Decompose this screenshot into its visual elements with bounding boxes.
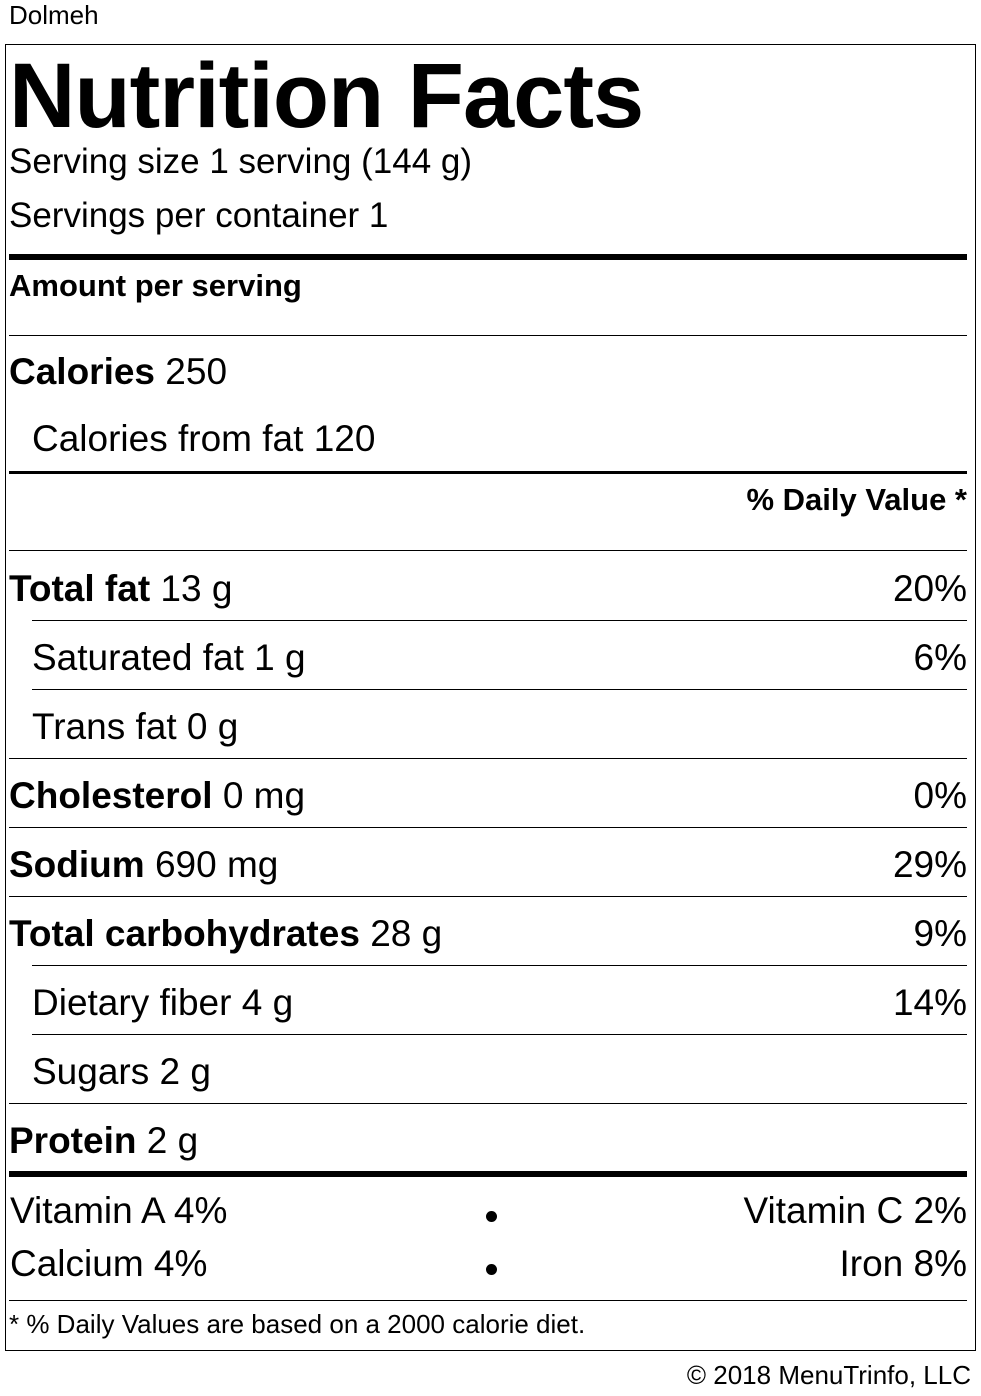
nutrient-amount: 0 g <box>186 706 239 747</box>
serving-size: Serving size 1 serving (144 g) <box>9 142 472 181</box>
iron: Iron 8% <box>839 1243 967 1284</box>
calories-row: Calories 250 <box>9 344 967 394</box>
nutrient-row-total-fat: Total fat 13 g 20% <box>9 561 967 611</box>
nutrient-pct: 29% <box>892 844 967 885</box>
footnote: * % Daily Values are based on a 2000 cal… <box>9 1309 586 1339</box>
calcium: Calcium 4% <box>10 1243 208 1284</box>
nutrient-amount: 690 mg <box>154 844 279 885</box>
divider <box>32 689 967 690</box>
dish-name: Dolmeh <box>9 0 99 30</box>
panel-title: Nutrition Facts <box>9 45 644 147</box>
nutrient-pct: 9% <box>913 913 967 954</box>
divider <box>9 896 967 897</box>
nutrient-pct: 20% <box>892 568 967 609</box>
servings-per-container: Servings per container 1 <box>9 196 389 235</box>
divider <box>9 1103 967 1104</box>
divider <box>9 335 967 336</box>
calories-from-fat: Calories from fat 120 <box>32 418 376 459</box>
calories-from-fat-row: Calories from fat 120 <box>9 411 967 461</box>
nutrient-label: Sugars <box>32 1051 150 1092</box>
bullet-icon <box>486 1211 497 1222</box>
copyright: © 2018 MenuTrinfo, LLC <box>686 1360 971 1390</box>
nutrient-pct: 6% <box>913 637 967 678</box>
nutrient-label: Cholesterol <box>9 775 213 816</box>
nutrient-amount: 1 g <box>254 637 306 678</box>
daily-value-header: % Daily Value * <box>746 482 967 517</box>
nutrient-label: Saturated fat <box>32 637 244 678</box>
nutrient-amount: 4 g <box>241 982 294 1023</box>
amount-per-serving: Amount per serving <box>9 268 302 303</box>
nutrient-label: Total carbohydrates <box>9 913 360 954</box>
divider <box>32 620 967 621</box>
thick-divider <box>9 1171 967 1177</box>
nutrient-row-cholesterol: Cholesterol 0 mg 0% <box>9 768 967 818</box>
nutrient-amount: 13 g <box>160 568 233 609</box>
nutrient-row-protein: Protein 2 g <box>9 1113 967 1163</box>
nutrient-pct: 14% <box>892 982 967 1023</box>
divider <box>32 965 967 966</box>
divider <box>32 1034 967 1035</box>
nutrient-row-trans-fat: Trans fat 0 g <box>9 699 967 749</box>
nutrient-amount: 2 g <box>146 1120 199 1161</box>
nutrient-pct: 0% <box>913 775 967 816</box>
nutrient-row-sodium: Sodium 690 mg 29% <box>9 837 967 887</box>
divider <box>9 550 967 551</box>
medium-divider <box>9 471 967 474</box>
vitamin-a: Vitamin A 4% <box>10 1190 228 1231</box>
nutrient-label: Protein <box>9 1120 137 1161</box>
nutrient-label: Sodium <box>9 844 145 885</box>
bullet-icon <box>486 1264 497 1275</box>
nutrition-panel <box>5 44 976 1351</box>
nutrient-label: Dietary fiber <box>32 982 232 1023</box>
nutrient-row-total-carbohydrates: Total carbohydrates 28 g 9% <box>9 906 967 956</box>
nutrient-row-sugars: Sugars 2 g <box>9 1044 967 1094</box>
nutrient-amount: 2 g <box>159 1051 211 1092</box>
divider <box>9 827 967 828</box>
calories-label: Calories 250 <box>9 351 228 392</box>
vitamin-c: Vitamin C 2% <box>743 1190 967 1231</box>
nutrient-amount: 0 mg <box>222 775 306 816</box>
nutrient-amount: 28 g <box>370 913 443 954</box>
divider <box>9 758 967 759</box>
thick-divider <box>9 254 967 260</box>
divider <box>9 1300 967 1301</box>
nutrient-row-dietary-fiber: Dietary fiber 4 g 14% <box>9 975 967 1025</box>
nutrient-row-saturated-fat: Saturated fat 1 g 6% <box>9 630 967 680</box>
nutrient-label: Total fat <box>9 568 151 609</box>
nutrient-label: Trans fat <box>32 706 177 747</box>
